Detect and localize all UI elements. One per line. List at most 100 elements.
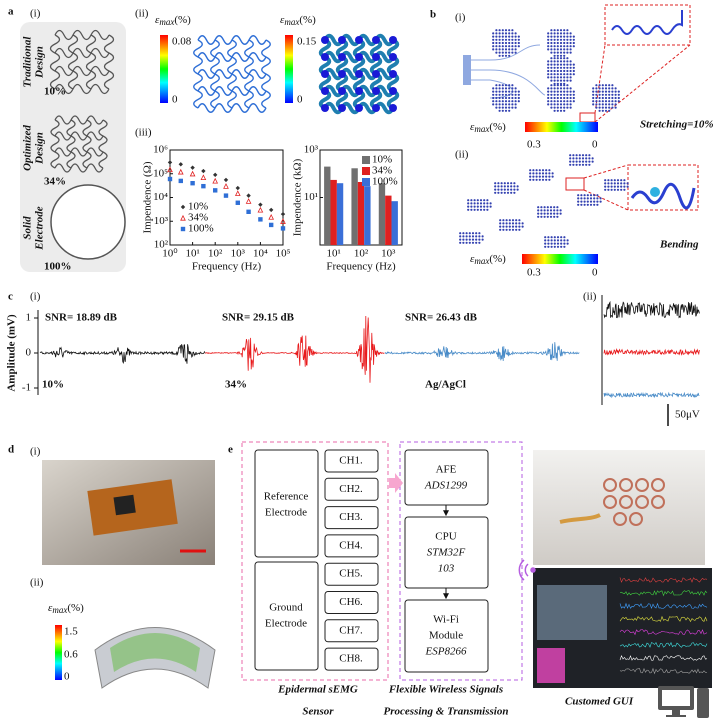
electrode-dot	[559, 90, 563, 93]
unit: (%)	[67, 602, 84, 614]
electrode-dot	[569, 63, 572, 66]
trace-label: Ag/AgCl	[425, 379, 466, 391]
emg-trace	[384, 342, 580, 362]
electrode-dot	[470, 208, 473, 211]
electrode-dot	[556, 236, 560, 239]
electrode-dot	[532, 175, 535, 178]
electrode-dot	[569, 96, 572, 100]
electrode-dot	[553, 45, 556, 48]
electrode-dot	[595, 93, 598, 96]
sensor-pad	[603, 495, 617, 509]
electrode-dot	[592, 103, 595, 106]
electrode-dot	[492, 87, 495, 90]
electrode-dot	[497, 191, 500, 194]
electrode-dot	[473, 208, 476, 211]
electrode-dot	[563, 69, 566, 73]
unit: (%)	[489, 121, 506, 133]
caption: Flexible Wireless Signals	[388, 684, 503, 696]
sensor-pad	[635, 495, 649, 509]
electrode-dot	[611, 87, 614, 90]
zoom-line	[594, 44, 691, 123]
data-point	[189, 170, 196, 177]
data-point	[235, 185, 240, 191]
electrode-dot	[499, 222, 502, 225]
electrode-dot	[608, 87, 611, 90]
electrode-dot	[514, 45, 517, 48]
serpentine-mesh	[50, 115, 108, 173]
electrode-dot	[556, 35, 559, 38]
electrode-dot	[553, 242, 556, 245]
electrode-dot	[494, 191, 497, 194]
electrode-dot	[547, 87, 550, 90]
electrode-dot	[566, 60, 569, 63]
electrode-dot	[611, 100, 614, 103]
electrode-dot	[504, 109, 508, 112]
snr-label: SNR= 18.89 dB	[45, 312, 118, 324]
electrode-dot	[459, 238, 462, 241]
sub-label: (i)	[455, 12, 466, 24]
electrode-dot	[559, 87, 563, 90]
electrode-dot	[506, 191, 510, 194]
electrode-dot	[616, 179, 620, 182]
electrode-dot	[559, 82, 563, 85]
electrode-dot	[505, 222, 508, 225]
electrode-dot	[503, 182, 506, 185]
electrode-dot	[563, 96, 566, 100]
electrode-dot	[572, 154, 575, 157]
electrode-dot	[468, 241, 471, 244]
electrode-dot	[504, 87, 508, 90]
data-point	[245, 198, 252, 204]
electrode-dot	[535, 178, 538, 181]
electrode-dot	[617, 90, 620, 93]
electrode-dot	[569, 76, 572, 79]
electrode-dot	[589, 200, 593, 203]
electrode-dot	[501, 90, 504, 93]
electrode-dot	[566, 79, 569, 82]
electrode-dot	[543, 209, 546, 212]
y-tick-label: 10⁵	[153, 167, 168, 179]
data-point	[178, 162, 183, 167]
electrode-dot	[518, 225, 521, 228]
electrode-dot	[559, 54, 563, 57]
electrode-dot	[476, 199, 479, 202]
electrode-dot	[547, 90, 550, 93]
mesh-node	[372, 36, 380, 44]
electrode-dot	[611, 84, 614, 87]
electrode-dot	[495, 38, 498, 41]
electrode-dot	[556, 79, 559, 82]
electrode-dot	[559, 109, 563, 112]
electrode-dot	[569, 35, 572, 38]
electrode-dot	[511, 87, 514, 90]
sub-label: (ii)	[135, 8, 149, 20]
trace-label: 34%	[225, 379, 247, 391]
electrode-dot	[513, 191, 516, 194]
electrode-dot	[595, 100, 598, 103]
electrode-dot	[492, 45, 495, 48]
electrode-dot	[501, 84, 504, 87]
electrode-dot	[569, 157, 572, 160]
panel-label: c	[8, 291, 13, 303]
electrode-dot	[508, 48, 511, 51]
data-point	[234, 190, 241, 196]
electrode-dot	[623, 185, 626, 188]
electrode-dot	[550, 100, 553, 103]
electrode-dot	[608, 96, 611, 100]
electrode-dot	[501, 106, 504, 109]
electrode-dot	[547, 245, 550, 248]
electrode-dot	[511, 45, 514, 48]
electrode-dot	[596, 194, 599, 197]
symbol: ε	[470, 121, 475, 133]
electrode-dot	[547, 236, 550, 239]
electrode-dot	[553, 48, 556, 51]
electrode-dot	[599, 200, 602, 203]
subscript: max	[284, 17, 299, 27]
electrode-dot	[559, 100, 563, 103]
electrode-dot	[510, 185, 513, 188]
sensor-box	[241, 441, 389, 681]
electrode-dot	[498, 32, 501, 35]
electrode-dot	[592, 90, 595, 93]
y-tick-label: 10⁶	[153, 144, 168, 156]
electrode-dot	[601, 109, 604, 112]
electrode-dot	[467, 205, 470, 208]
electrode-dot	[585, 160, 588, 163]
